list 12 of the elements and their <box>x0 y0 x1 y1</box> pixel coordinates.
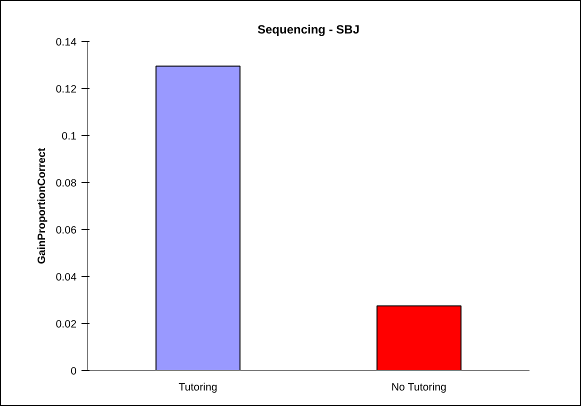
y-tick-label: 0.08 <box>56 178 77 190</box>
x-tick-label: Tutoring <box>178 382 218 394</box>
x-tick-label: No Tutoring <box>391 382 447 394</box>
y-tick-label: 0.04 <box>56 272 77 284</box>
chart-title: Sequencing - SBJ <box>257 22 360 36</box>
y-tick-label: 0.14 <box>56 36 77 48</box>
y-tick-label: 0 <box>70 366 77 378</box>
y-tick-label: 0.1 <box>62 130 77 142</box>
y-tick-label: 0.06 <box>56 224 77 236</box>
y-tick-label: 0.02 <box>56 318 77 330</box>
y-tick-label: 0.12 <box>56 84 77 96</box>
y-axis-title: GainProportionCorrect <box>36 148 48 264</box>
